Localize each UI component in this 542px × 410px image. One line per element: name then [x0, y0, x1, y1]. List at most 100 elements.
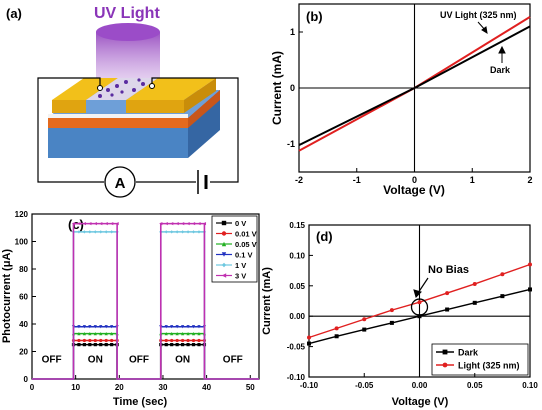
plot-c: 0 10 20 30 40 50 0 20 40 60 80 100 120 OFF ON OFF ON OFF 0…	[15, 210, 259, 392]
circuit-wires	[37, 77, 239, 183]
x-axis-label-c: Time (sec)	[113, 396, 168, 408]
x-tick-label: 40	[202, 383, 211, 392]
data-point	[115, 222, 119, 226]
data-point	[181, 343, 185, 347]
data-point	[110, 222, 114, 226]
data-point	[93, 332, 97, 336]
data-point	[77, 338, 81, 343]
y-tick-label: 0	[290, 83, 295, 93]
series-line-dark	[298, 25, 531, 147]
data-point	[104, 332, 108, 336]
data-point	[186, 338, 190, 343]
data-point	[99, 222, 103, 226]
data-point	[181, 325, 185, 329]
data-point	[93, 343, 97, 347]
y-tick-label: 1	[290, 27, 295, 37]
plot-b: -2 -1 0 1 2 -1 0 1	[287, 4, 533, 185]
ammeter-icon: A	[104, 166, 136, 198]
data-point	[170, 222, 174, 226]
y-tick-label: 100	[15, 238, 29, 247]
x-tick-label: 50	[246, 383, 255, 392]
data-point	[104, 230, 108, 234]
state-label-off: OFF	[42, 355, 62, 366]
data-point	[175, 338, 179, 343]
x-axis-label-b: Voltage (V)	[383, 183, 445, 197]
data-point	[334, 326, 339, 331]
data-point	[159, 222, 163, 226]
x-tick-label: 30	[159, 383, 168, 392]
y-tick-label: 40	[19, 320, 28, 329]
data-point	[77, 332, 81, 336]
data-point	[99, 325, 103, 329]
data-point	[186, 230, 190, 234]
state-label-on: ON	[175, 355, 190, 366]
data-point	[445, 307, 450, 312]
data-point	[389, 308, 394, 313]
data-point	[362, 327, 367, 332]
panel-b-label: (b)	[306, 9, 323, 24]
series-light	[307, 262, 532, 340]
legend-label: 0.1 V	[235, 251, 253, 260]
data-point	[186, 222, 190, 226]
state-label-off: OFF	[223, 355, 243, 366]
ammeter-label: A	[115, 175, 126, 192]
data-point	[191, 230, 196, 234]
legend-marker	[221, 220, 227, 226]
data-point	[99, 343, 103, 347]
legend-label: 0.01 V	[235, 230, 257, 239]
y-axis-label-d: Current (mA)	[261, 267, 273, 335]
data-point	[104, 343, 108, 347]
data-point	[170, 343, 174, 347]
legend-label: Light (325 nm)	[458, 361, 520, 371]
device-schematic-panel: (a) UV Light	[6, 5, 239, 198]
panel-c-label: (c)	[68, 217, 84, 232]
x-tick-label: -0.05	[355, 381, 374, 390]
annotation-uv: UV Light (325 nm)	[440, 10, 517, 20]
data-point	[202, 222, 207, 226]
data-point	[334, 334, 339, 339]
data-point	[175, 325, 179, 329]
data-point	[82, 338, 86, 343]
y-tick-label: 0.10	[289, 251, 305, 260]
data-point	[104, 222, 108, 226]
data-point	[191, 332, 196, 336]
battery-icon	[197, 170, 208, 194]
data-point	[82, 332, 86, 336]
data-point	[164, 332, 168, 336]
data-point	[186, 325, 190, 329]
data-point	[170, 230, 174, 234]
x-tick-label: 0.05	[467, 381, 483, 390]
data-point	[110, 343, 114, 347]
data-point	[472, 300, 477, 305]
data-point	[82, 325, 86, 329]
data-point	[528, 262, 532, 267]
data-point	[170, 332, 174, 336]
annotation-arrow-d	[413, 277, 429, 298]
data-point	[104, 338, 108, 343]
series-3-V	[32, 222, 259, 380]
data-point	[181, 230, 185, 234]
data-point	[99, 338, 103, 343]
legend-label: Dark	[458, 348, 479, 358]
data-point	[472, 281, 477, 286]
series-dark	[307, 287, 532, 346]
data-point	[77, 325, 81, 329]
data-point	[88, 338, 92, 343]
data-point	[164, 230, 168, 234]
x-tick-label: 2	[527, 175, 532, 185]
data-point	[164, 343, 168, 347]
legend-marker	[221, 252, 227, 257]
data-point	[110, 338, 114, 343]
photocarrier-spark-icons	[98, 78, 145, 98]
data-point	[175, 332, 179, 336]
legend-label: 0.05 V	[235, 240, 257, 249]
y-tick-label: 20	[19, 348, 28, 357]
data-point	[500, 294, 505, 299]
data-point	[104, 325, 108, 329]
x-tick-label: 0	[30, 383, 35, 392]
data-point	[77, 222, 81, 226]
data-point	[110, 332, 114, 336]
data-point	[197, 325, 201, 329]
data-point	[181, 332, 185, 336]
